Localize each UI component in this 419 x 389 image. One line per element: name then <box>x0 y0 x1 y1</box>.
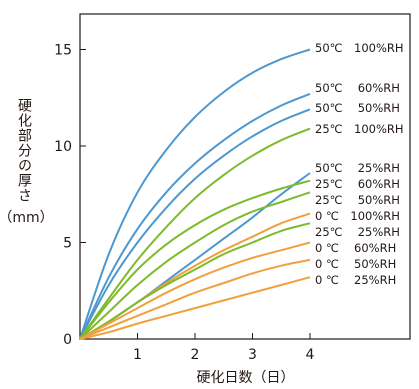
series-label: 50℃ 50%RH <box>315 101 400 115</box>
series-line <box>79 108 311 340</box>
y-tick-label: 10 <box>54 139 72 155</box>
y-tick-label: 0 <box>63 332 72 348</box>
series-label: 50℃ 100%RH <box>315 41 404 55</box>
series-line <box>79 222 311 340</box>
series-label: 0 ℃ 60%RH <box>315 241 396 255</box>
series-line <box>79 92 311 340</box>
series-label: 50℃ 60%RH <box>315 81 400 95</box>
series-line <box>79 276 311 340</box>
x-axis-label: 硬化日数（日） <box>196 370 295 386</box>
y-axis-unit: （mm） <box>0 210 54 226</box>
series-label: 50℃ 25%RH <box>315 161 400 175</box>
plot-frame <box>79 13 411 340</box>
series-lines <box>79 48 311 340</box>
x-tick-label: 1 <box>133 347 142 363</box>
series-label: 0 ℃ 25%RH <box>315 273 396 287</box>
series-label: 25℃ 25%RH <box>315 225 400 239</box>
series-line <box>79 179 311 340</box>
series-line <box>79 241 311 340</box>
series-label: 0 ℃ 50%RH <box>315 257 396 271</box>
x-tick-label: 3 <box>248 347 257 363</box>
x-tick-label: 2 <box>191 347 200 363</box>
y-tick-label: 15 <box>54 43 72 59</box>
y-tick-label: 5 <box>63 236 72 252</box>
y-axis-label: 硬化部分の厚さ <box>16 98 32 203</box>
series-label: 0 ℃ 100%RH <box>315 209 400 223</box>
series-label: 25℃ 100%RH <box>315 122 404 136</box>
y-axis-label-block: 硬化部分の厚さ （mm） <box>0 98 54 227</box>
series-label: 25℃ 60%RH <box>315 177 400 191</box>
series-line <box>79 191 311 340</box>
series-line <box>79 48 311 340</box>
series-line <box>79 258 311 340</box>
series-labels: 50℃ 100%RH 50℃ 60%RH 50℃ 50%RH 25℃ 100%RH 50… <box>315 41 404 287</box>
series-label: 25℃ 50%RH <box>315 193 400 207</box>
axes <box>79 13 411 340</box>
ticks: 1 2 3 4 0 5 10 15 <box>54 43 314 364</box>
x-tick-label: 4 <box>306 347 315 363</box>
series-line <box>79 127 311 340</box>
